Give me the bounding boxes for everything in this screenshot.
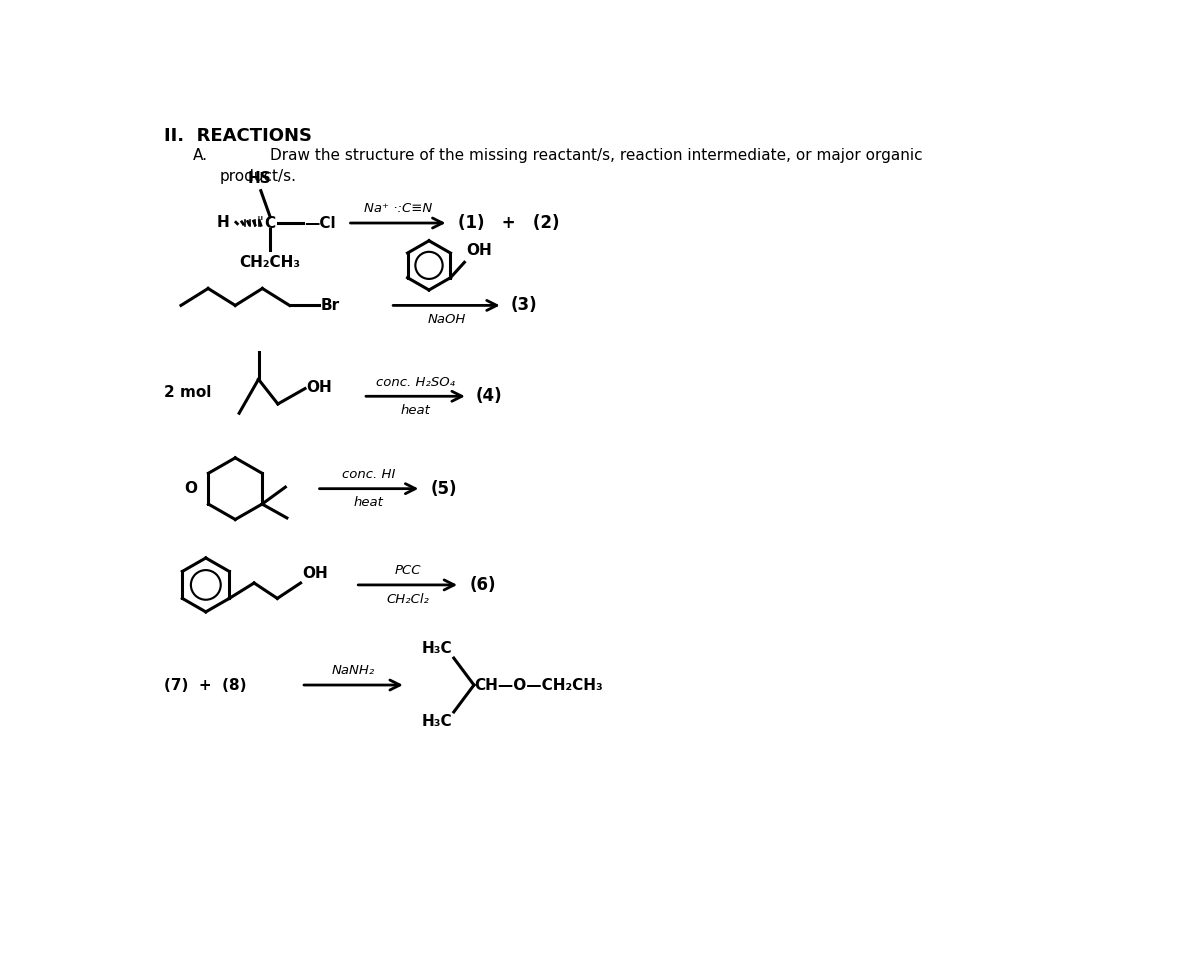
Text: product/s.: product/s. <box>220 169 296 184</box>
Text: OH: OH <box>466 243 492 259</box>
Text: H: H <box>217 215 230 230</box>
Text: Draw the structure of the missing reactant/s, reaction intermediate, or major or: Draw the structure of the missing reacta… <box>270 148 923 163</box>
Text: CH₂CH₃: CH₂CH₃ <box>240 255 301 270</box>
Text: (4): (4) <box>475 387 502 406</box>
Text: OH: OH <box>306 379 332 394</box>
Text: heat: heat <box>354 496 384 510</box>
Text: A.: A. <box>193 148 208 163</box>
Text: (6): (6) <box>469 576 496 594</box>
Text: OH: OH <box>302 566 328 582</box>
Text: CH₂Cl₂: CH₂Cl₂ <box>386 593 430 605</box>
Text: (3): (3) <box>510 297 538 314</box>
Text: 2 mol: 2 mol <box>164 385 211 400</box>
Text: C: C <box>264 216 276 231</box>
Text: NaOH: NaOH <box>427 313 466 326</box>
Text: H₃C: H₃C <box>421 641 452 656</box>
Text: CH—O—CH₂CH₃: CH—O—CH₂CH₃ <box>474 677 602 693</box>
Text: conc. H₂SO₄: conc. H₂SO₄ <box>376 376 455 388</box>
Text: (7)  +  (8): (7) + (8) <box>164 677 246 693</box>
Text: NaNH₂: NaNH₂ <box>332 665 376 677</box>
Text: Na⁺ ·:C≡N: Na⁺ ·:C≡N <box>364 202 432 215</box>
Text: conc. HI: conc. HI <box>342 468 396 481</box>
Text: H₃C: H₃C <box>421 714 452 730</box>
Text: Br: Br <box>320 298 340 313</box>
Text: (5): (5) <box>431 480 457 497</box>
Text: (1)   +   (2): (1) + (2) <box>458 214 560 232</box>
Text: '': '' <box>256 215 264 230</box>
Text: PCC: PCC <box>395 564 421 577</box>
Text: —Cl: —Cl <box>305 216 336 231</box>
Text: O: O <box>184 482 197 496</box>
Text: heat: heat <box>401 404 431 417</box>
Text: HS: HS <box>247 171 271 186</box>
Text: II.  REACTIONS: II. REACTIONS <box>164 126 312 145</box>
